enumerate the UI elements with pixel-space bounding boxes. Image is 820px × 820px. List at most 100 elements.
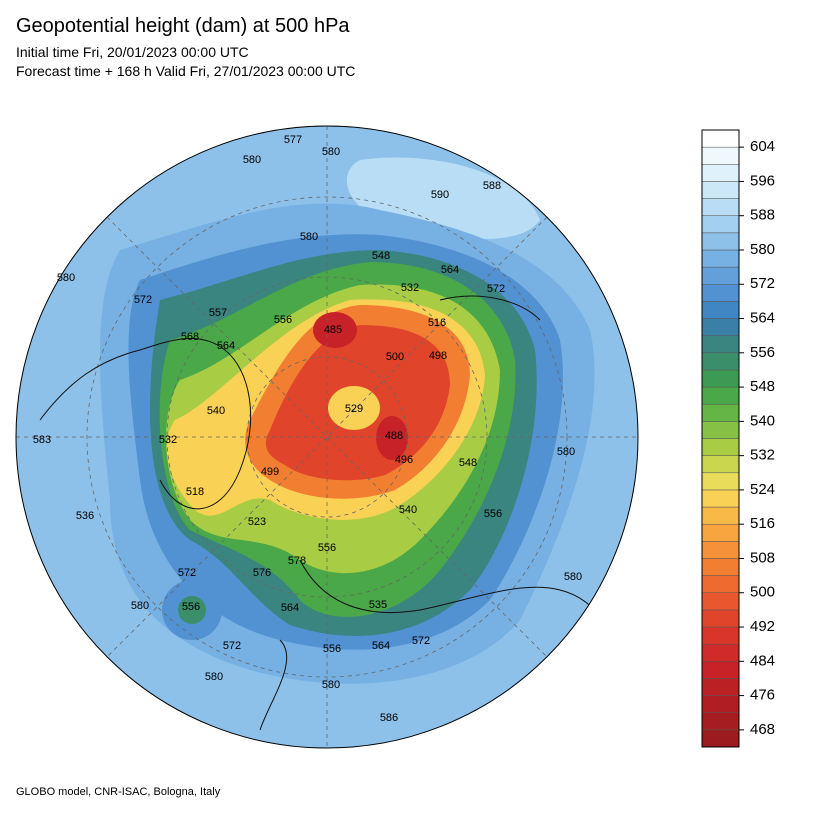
contour-label: 576 (253, 567, 271, 579)
field-band (328, 386, 380, 430)
contour-label: 580 (300, 231, 318, 243)
colorbar-swatch (701, 626, 740, 645)
colorbar-swatch (701, 198, 740, 216)
colorbar-label: 476 (750, 687, 775, 704)
contour-label: 583 (33, 434, 51, 446)
colorbar-swatch (701, 609, 740, 628)
contour-label: 516 (428, 317, 446, 329)
colorbar-swatch (701, 661, 740, 679)
contour-label: 556 (484, 508, 502, 520)
subtitle: Initial time Fri, 20/01/2023 00:00 UTC (16, 44, 249, 60)
colorbar-swatch (701, 284, 740, 302)
colorbar-label: 548 (750, 378, 775, 395)
colorbar-label: 588 (750, 207, 775, 224)
colorbar-swatch (701, 575, 740, 593)
contour-label: 536 (76, 510, 94, 522)
title: Geopotential height (dam) at 500 hPa (16, 15, 350, 37)
colorbar-swatch (701, 592, 740, 611)
colorbar-swatch (701, 438, 740, 456)
colorbar-swatch (701, 386, 740, 405)
colorbar-swatch (701, 541, 740, 559)
contour-label: 564 (281, 602, 299, 614)
colorbar-label: 572 (750, 275, 775, 292)
colorbar-swatch (701, 729, 740, 748)
contour-label: 548 (372, 250, 390, 262)
contour-label: 572 (412, 635, 430, 647)
contour-label: 564 (372, 640, 390, 652)
contour-label: 580 (243, 154, 261, 166)
colorbar-swatch (701, 146, 740, 165)
colorbar-label: 508 (750, 549, 775, 566)
footer: GLOBO model, CNR-ISAC, Bologna, Italy (16, 786, 221, 798)
contour-label: 572 (487, 283, 505, 295)
colorbar-swatch (701, 129, 740, 148)
colorbar-swatch (701, 215, 740, 234)
contour-label: 556 (274, 314, 292, 326)
colorbar: 604 596 588 580 572 564 556 548 540 532 524 516 508 5… (701, 129, 775, 748)
contour-label: 523 (248, 516, 266, 528)
contour-label: 488 (385, 430, 403, 442)
colorbar-swatch (701, 403, 740, 422)
colorbar-swatch (701, 301, 740, 319)
colorbar-swatch (701, 369, 740, 388)
contour-label: 496 (395, 454, 413, 466)
contour-label: 540 (399, 504, 417, 516)
contour-label: 586 (380, 712, 398, 724)
graticule (16, 126, 638, 748)
colorbar-label: 500 (750, 584, 775, 601)
contour-label: 580 (564, 571, 582, 583)
field-band (178, 596, 206, 624)
colorbar-swatch (701, 335, 740, 354)
contour-label: 572 (134, 294, 152, 306)
colorbar-swatch (701, 506, 740, 525)
contour-label: 568 (181, 331, 199, 343)
colorbar-label: 564 (750, 309, 775, 326)
colorbar-label: 556 (750, 344, 775, 361)
colorbar-label: 524 (750, 481, 775, 498)
colorbar-label: 580 (750, 241, 775, 258)
contour-label: 580 (205, 671, 223, 683)
contour-label: 564 (217, 340, 235, 352)
field-band (313, 312, 357, 348)
colorbar-swatch (701, 712, 740, 731)
contour-label: 580 (322, 679, 340, 691)
colorbar-swatch (701, 695, 740, 713)
contour-label: 556 (318, 542, 336, 554)
contour-label: 577 (284, 134, 302, 146)
colorbar-swatch (701, 249, 740, 268)
colorbar-swatch (701, 678, 740, 696)
colorbar-label: 492 (750, 618, 775, 635)
contour-label: 499 (261, 466, 279, 478)
colorbar-swatch (701, 455, 740, 474)
colorbar-label: 516 (750, 515, 775, 532)
colorbar-label: 468 (750, 721, 775, 738)
colorbar-frame (701, 129, 740, 748)
contour-label: 548 (459, 457, 477, 469)
field-band (376, 416, 408, 460)
subtitle: Forecast time + 168 h Valid Fri, 27/01/2… (16, 63, 355, 79)
contour-label: 580 (57, 272, 75, 284)
colorbar-swatch (701, 232, 740, 251)
colorbar-label: 596 (750, 172, 775, 189)
colorbar-swatch (701, 318, 740, 336)
colorbar-swatch (701, 558, 740, 576)
colorbar-label: 540 (750, 412, 775, 429)
colorbar-swatch (701, 643, 740, 662)
colorbar-label: 532 (750, 447, 775, 464)
colorbar-swatch (701, 164, 740, 182)
contour-label: 529 (345, 403, 363, 415)
colorbar-swatch (701, 352, 740, 371)
colorbar-swatch (701, 489, 740, 508)
contour-label: 556 (323, 643, 341, 655)
colorbar-label: 484 (750, 652, 775, 669)
contour-label: 588 (483, 180, 501, 192)
contour-label: 580 (131, 600, 149, 612)
contour-label: 564 (441, 264, 459, 276)
contour-label: 498 (429, 350, 447, 362)
contour-label: 572 (178, 567, 196, 579)
contour-label: 532 (159, 434, 177, 446)
contour-label: 532 (401, 282, 419, 294)
colorbar-swatch (701, 523, 740, 542)
